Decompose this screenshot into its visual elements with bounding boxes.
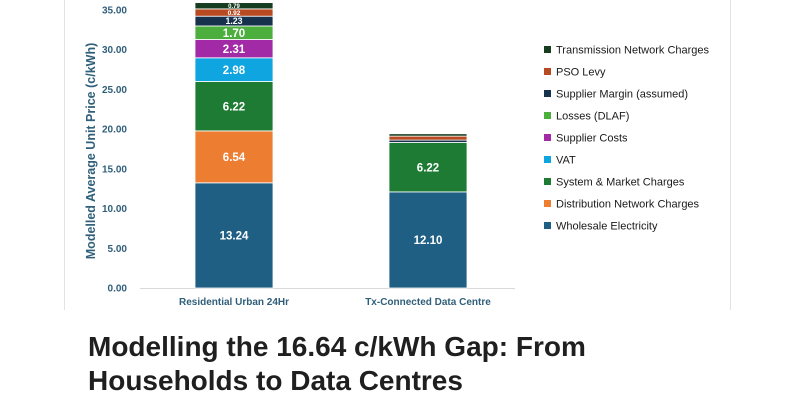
bar-segment <box>388 191 468 289</box>
y-tick-label: 15.00 <box>102 164 127 175</box>
legend-label: VAT <box>556 155 576 167</box>
y-axis-label: Modelled Average Unit Price (c/kWh) <box>84 43 98 259</box>
x-category-label: Residential Urban 24Hr <box>179 297 289 308</box>
legend-label: Wholesale Electricity <box>556 221 658 233</box>
y-tick-label: 5.00 <box>108 244 128 255</box>
right-panel-border <box>730 0 731 310</box>
page-title: Modelling the 16.64 c/kWh Gap: From Hous… <box>88 331 586 396</box>
data-label: 12.10 <box>414 235 443 247</box>
data-label: 2.31 <box>223 44 246 56</box>
legend-label: Supplier Costs <box>556 133 628 145</box>
bar-segment <box>194 182 274 289</box>
y-tick-label: 0.00 <box>108 284 128 295</box>
data-label: 6.22 <box>417 162 439 174</box>
bar-segment <box>388 133 468 137</box>
legend-swatch <box>544 90 551 97</box>
bar-segment <box>194 81 274 132</box>
data-label: 1.23 <box>225 16 242 26</box>
legend-label: Supplier Margin (assumed) <box>556 89 688 101</box>
legend-label: Losses (DLAF) <box>556 111 629 123</box>
y-tick-label: 35.00 <box>102 6 127 17</box>
data-label: 13.24 <box>220 231 249 243</box>
y-tick-label: 20.00 <box>102 125 127 136</box>
legend-swatch <box>544 200 551 207</box>
data-label: 2.98 <box>223 65 246 77</box>
y-tick-label: 10.00 <box>102 204 127 215</box>
data-label: 6.22 <box>223 101 245 113</box>
bar-segment <box>194 130 274 184</box>
chart-svg: 0.00 5.00 10.00 15.00 20.00 25.00 30.00 35.00 Mo… <box>84 2 710 308</box>
legend-swatch <box>544 68 551 75</box>
legend-label: System & Market Charges <box>556 177 685 189</box>
stacked-bar-chart: 0.00 5.00 10.00 15.00 20.00 25.00 30.00 35.00 Mo… <box>84 2 710 308</box>
legend-label: PSO Levy <box>556 67 606 79</box>
data-label: 6.54 <box>223 152 246 164</box>
legend-swatch <box>544 112 551 119</box>
data-label: 0.92 <box>228 10 241 17</box>
legend-swatch <box>544 46 551 53</box>
y-tick-label: 30.00 <box>102 45 127 56</box>
y-tick-label: 25.00 <box>102 85 127 96</box>
x-category-label: Tx-Connected Data Centre <box>365 297 491 308</box>
data-label: 1.70 <box>223 28 245 40</box>
left-panel-border <box>64 0 65 310</box>
bar-segment <box>388 135 468 141</box>
legend-swatch <box>544 134 551 141</box>
legend-swatch <box>544 156 551 163</box>
legend-swatch <box>544 222 551 229</box>
legend-swatch <box>544 178 551 185</box>
legend-label: Transmission Network Charges <box>556 45 710 57</box>
data-label: 0.79 <box>228 4 240 10</box>
bar-segment <box>194 2 274 10</box>
bar-segment <box>388 142 468 193</box>
legend-label: Distribution Network Charges <box>556 199 700 211</box>
